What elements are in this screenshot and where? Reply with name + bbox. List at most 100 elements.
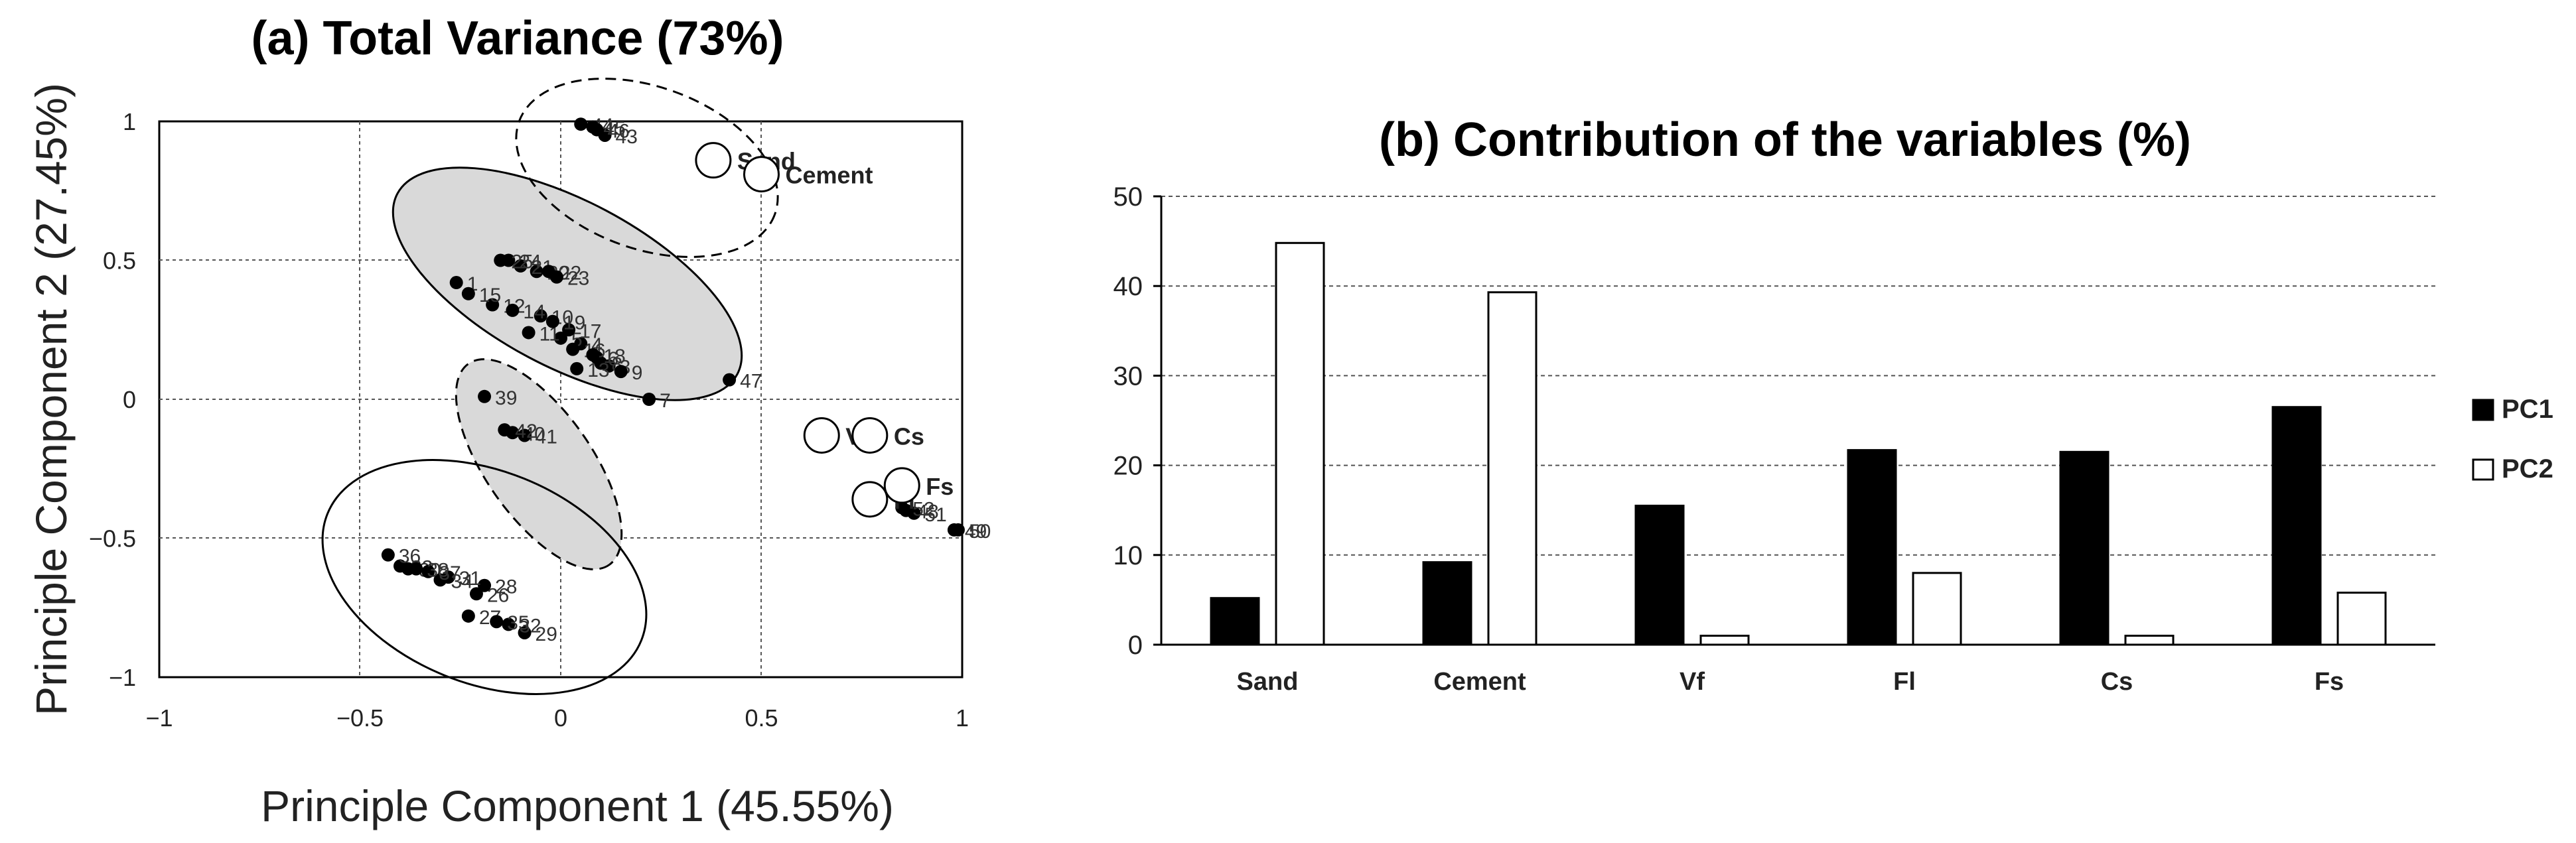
sample-label: 42 <box>515 421 537 442</box>
bar-category-label: Fl <box>1893 668 1916 696</box>
sample-point <box>486 298 500 312</box>
scatter-x-axis-title: Principle Component 1 (45.55%) <box>261 781 894 830</box>
variable-label: Fs <box>926 473 954 500</box>
sample-point <box>907 506 921 520</box>
scatter-x-tick-label: 0.5 <box>745 704 778 732</box>
sample-point <box>723 373 737 387</box>
sample-label: 18 <box>603 346 625 367</box>
sample-label: 23 <box>567 268 589 290</box>
legend-label-pc1: PC1 <box>2502 395 2553 424</box>
bar-y-tick-label: 40 <box>1113 272 1143 301</box>
sample-label: 51 <box>924 504 946 526</box>
bar-category-label: Cement <box>1433 668 1526 696</box>
sample-point <box>534 309 547 323</box>
sample-point <box>562 323 576 337</box>
scatter-y-tick-label: 1 <box>123 108 136 135</box>
sample-point <box>461 287 475 300</box>
variable-point <box>743 156 780 193</box>
sample-point <box>494 253 508 267</box>
sample-point <box>642 393 656 406</box>
variable-label: Cement <box>786 162 873 189</box>
sample-point <box>394 559 407 573</box>
bar-pc1 <box>2059 450 2110 646</box>
sample-label: 9 <box>632 362 643 384</box>
sample-point <box>554 331 567 345</box>
sample-point <box>570 361 584 375</box>
bar-pc2 <box>1912 572 1962 646</box>
bar-pc2 <box>1275 241 1325 646</box>
sample-label: 7 <box>660 390 671 412</box>
sample-label: 49 <box>965 521 987 543</box>
sample-point <box>433 573 447 587</box>
sample-label: 50 <box>969 521 991 543</box>
sample-point <box>381 548 395 562</box>
sample-label: 43 <box>616 126 638 148</box>
sample-label: 39 <box>495 387 517 409</box>
sample-label: 32 <box>519 615 541 637</box>
sample-point <box>549 270 563 284</box>
bar-category-label: Cs <box>2101 668 2133 696</box>
bar-pc1 <box>1847 449 1897 646</box>
bar-series <box>1210 241 2387 646</box>
bar-pc1 <box>1634 504 1685 646</box>
bar-pc1 <box>1422 561 1472 646</box>
sample-label: 46 <box>607 121 629 143</box>
sample-point <box>545 314 559 328</box>
sample-point <box>478 389 492 403</box>
scatter-x-tick-label: 1 <box>956 704 969 732</box>
sample-point <box>518 625 532 639</box>
bar-y-tick-label: 30 <box>1113 361 1143 391</box>
bar-pc2 <box>1487 291 1538 646</box>
sample-label: 24 <box>519 251 541 273</box>
scatter-x-ticks: −1 −0.5 0 0.5 1 <box>145 704 969 732</box>
scatter-samples: 1345678910111213141516171819202122232425… <box>381 115 991 645</box>
sample-point <box>530 265 543 279</box>
scatter-y-tick-label: 0 <box>123 386 136 413</box>
variable-point <box>803 417 840 454</box>
cluster-ellipse-middle <box>455 358 623 570</box>
bar-category-label: Fs <box>2315 668 2344 696</box>
bar-pc2 <box>1699 634 1750 646</box>
scatter-y-tick-label: 0.5 <box>103 247 136 275</box>
variable-point <box>883 467 920 504</box>
scatter-title: (a) Total Variance (73%) <box>251 12 784 65</box>
bar-category-label: Sand <box>1237 668 1299 696</box>
legend-swatch-pc1 <box>2472 399 2494 421</box>
sample-label: 37 <box>439 562 461 584</box>
bar-y-tick-label: 50 <box>1113 182 1143 212</box>
cluster-ellipse-center <box>392 166 743 401</box>
bar-grid <box>1153 195 2435 646</box>
sample-point <box>590 123 604 137</box>
sample-label: 13 <box>587 359 609 381</box>
sample-point <box>951 523 965 537</box>
sample-label: 25 <box>511 251 533 273</box>
sample-label: 22 <box>559 262 581 284</box>
sample-point <box>518 428 532 442</box>
sample-point <box>594 356 608 370</box>
bar-title: (b) Contribution of the variables (%) <box>1379 113 2191 166</box>
bar-pc1 <box>2271 406 2322 646</box>
sample-label: 45 <box>603 117 625 139</box>
cluster-ellipse-top <box>515 78 779 258</box>
bar-pc2 <box>2124 634 2175 646</box>
sample-point <box>614 365 628 379</box>
bar-y-ticks: 0 10 20 30 40 50 <box>1113 182 1143 660</box>
sample-label: 6 <box>607 348 618 370</box>
sample-label: 19 <box>563 312 585 334</box>
sample-label: 14 <box>523 301 545 323</box>
variable-point <box>851 417 889 454</box>
sample-point <box>574 117 588 131</box>
bar-y-tick-label: 0 <box>1128 631 1143 660</box>
sample-label: 41 <box>536 426 557 448</box>
sample-label: 31 <box>459 568 481 590</box>
sample-point <box>421 564 435 578</box>
sample-point <box>469 587 483 601</box>
scatter-y-ticks: −1 −0.5 0 0.5 1 <box>89 108 136 691</box>
sample-point <box>502 617 516 631</box>
bar-y-tick-label: 20 <box>1113 452 1143 481</box>
bar-legend: PC1 PC2 <box>2472 395 2553 484</box>
sample-point <box>409 562 423 576</box>
legend-swatch-pc2 <box>2472 458 2494 481</box>
pca-scatter-panel: (a) Total Variance (73%) −1 −0.5 0 0.5 1 −1−… <box>27 12 991 830</box>
